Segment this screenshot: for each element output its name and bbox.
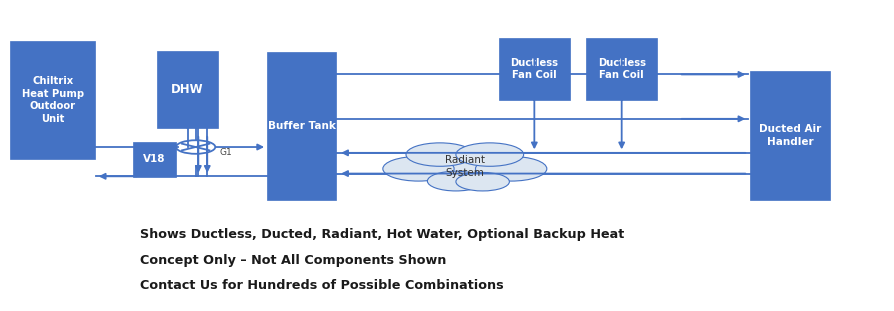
Text: DHW: DHW: [172, 83, 204, 96]
Text: Shows Ductless, Ducted, Radiant, Hot Water, Optional Backup Heat: Shows Ductless, Ducted, Radiant, Hot Wat…: [139, 228, 624, 241]
Circle shape: [456, 173, 510, 191]
Text: G1: G1: [220, 148, 232, 157]
FancyBboxPatch shape: [267, 52, 336, 200]
Circle shape: [456, 143, 524, 166]
Text: Contact Us for Hundreds of Possible Combinations: Contact Us for Hundreds of Possible Comb…: [139, 279, 503, 292]
Text: Ductless
Fan Coil: Ductless Fan Coil: [598, 58, 645, 81]
Circle shape: [476, 156, 547, 181]
FancyBboxPatch shape: [133, 142, 176, 177]
Text: Ducted Air
Handler: Ducted Air Handler: [759, 124, 822, 147]
Text: Concept Only – Not All Components Shown: Concept Only – Not All Components Shown: [139, 253, 446, 267]
FancyBboxPatch shape: [157, 51, 218, 128]
Circle shape: [427, 171, 485, 191]
Circle shape: [383, 156, 454, 181]
FancyBboxPatch shape: [586, 38, 657, 100]
Text: Ductless
Fan Coil: Ductless Fan Coil: [510, 58, 559, 81]
Text: Radiant
System: Radiant System: [445, 155, 485, 178]
FancyBboxPatch shape: [499, 38, 570, 100]
Circle shape: [413, 148, 517, 184]
Text: Buffer Tank: Buffer Tank: [268, 121, 335, 131]
Text: V18: V18: [143, 154, 166, 164]
Text: Chiltrix
Heat Pump
Outdoor
Unit: Chiltrix Heat Pump Outdoor Unit: [21, 77, 84, 123]
Circle shape: [406, 143, 474, 166]
FancyBboxPatch shape: [750, 71, 831, 200]
FancyBboxPatch shape: [11, 41, 95, 159]
